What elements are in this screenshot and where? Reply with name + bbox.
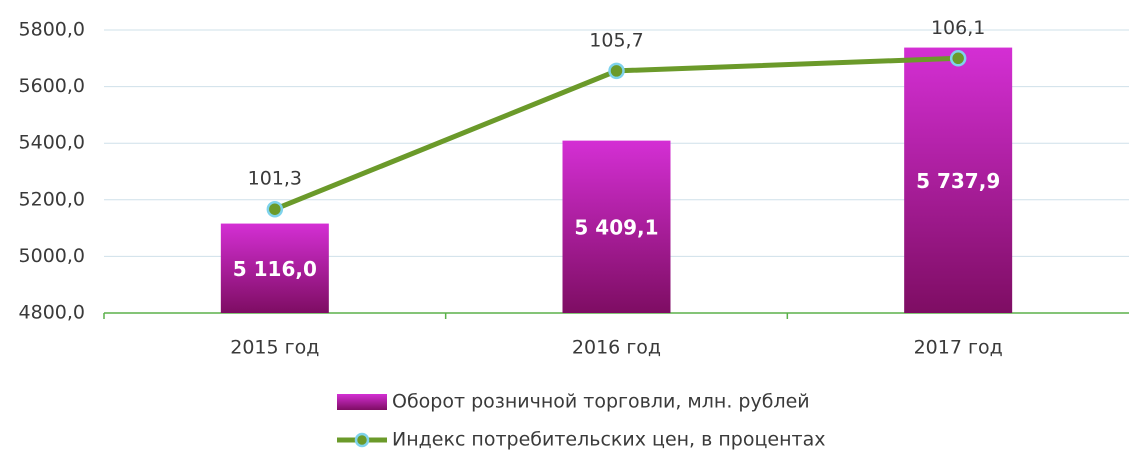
bar (904, 47, 1013, 313)
line-value-label: 105,7 (589, 29, 643, 51)
bar-value-label: 5 116,0 (233, 257, 317, 281)
legend-marker (354, 432, 370, 448)
legend-label: Оборот розничной торговли, млн. рублей (392, 391, 810, 413)
x-tick-label: 2017 год (914, 337, 1003, 359)
x-tick-label: 2015 год (230, 337, 319, 359)
line-marker (266, 200, 284, 218)
line-marker (608, 62, 625, 80)
legend-label: Индекс потребительских цен, в процентах (392, 429, 825, 451)
bar-value-label: 5 737,9 (916, 169, 1000, 193)
y-tick-label: 5400,0 (19, 132, 85, 154)
bar (562, 140, 671, 313)
y-tick-label: 5200,0 (19, 188, 85, 210)
bar-value-label: 5 409,1 (574, 215, 658, 239)
line-value-label: 101,3 (248, 168, 302, 190)
y-tick-label: 4800,0 (19, 302, 85, 324)
y-tick-label: 5000,0 (19, 245, 85, 267)
y-tick-label: 5600,0 (19, 75, 85, 97)
line-value-label: 106,1 (931, 17, 985, 39)
x-tick-label: 2016 год (572, 337, 661, 359)
legend-swatch (337, 394, 387, 410)
bar (220, 223, 329, 313)
y-tick-label: 5800,0 (19, 19, 85, 41)
line-marker (949, 50, 967, 67)
